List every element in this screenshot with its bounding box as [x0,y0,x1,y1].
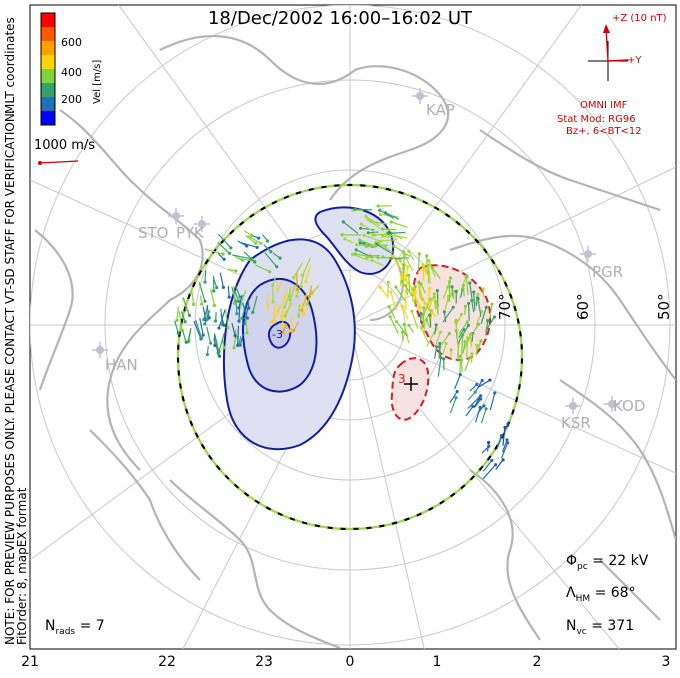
velocity-vector [483,463,497,479]
coordinates-note: MLT coordinates [3,17,17,114]
colorbar-label: Vel [m/s] [92,60,103,104]
imf-condition: Bz+, 6<BT<12 [566,126,642,137]
station-label-pyk: PYK [176,224,204,242]
imf-y-label: +Y [627,55,642,66]
contour-label-negative: -3 [272,328,283,341]
colorbar-segment [41,97,55,111]
nvc-value: = 371 [591,618,634,634]
lambda-symbol: Λ [566,585,576,601]
velocity-vector [220,273,225,289]
coastline [60,110,203,470]
velocity-vector [481,407,487,423]
nrads-subscript: rads [55,627,75,637]
colorbar-segment [41,111,55,125]
mlt-tick: 3 [646,654,680,670]
nvc-subscript: vc [576,627,586,637]
velocity-vector [379,286,389,298]
velocity-vector [228,286,231,299]
velocity-colorbar [41,13,55,125]
colorbar-segment [41,41,55,55]
page-title: 18/Dec/2002 16:00–16:02 UT [0,8,680,29]
mlt-tick: 22 [147,654,187,670]
nrads-symbol: N [45,618,55,634]
hm-boundary-latitude: ΛHM = 68° [566,585,636,604]
velocity-vector [175,321,180,335]
colorbar-segment [41,55,55,69]
velocity-vector [377,204,392,207]
contour-label-positive: 3 [398,372,406,386]
coastline [480,130,660,210]
station-label-han: HAN [105,356,138,374]
colorbar-tick: 200 [61,93,82,106]
lat-label-60: 60° [574,293,592,320]
mlt-tick: 23 [244,654,284,670]
station-marker [168,208,184,224]
velocity-vector [395,320,408,336]
velocity-vector [387,281,390,296]
station-marker [565,398,581,414]
velocity-vector [497,434,503,449]
imf-model: Stat Mod: RG96 [557,114,636,125]
lat-label-70: 70° [496,293,514,320]
velocity-vector [218,234,232,249]
velocity-vector [207,327,213,345]
station-label-kap: KAP [426,101,455,119]
colorbar-segment [41,27,55,41]
velocity-vector [490,391,496,410]
velocity-vector [200,295,203,305]
mlt-tick: 21 [10,654,50,670]
velocity-vector [410,310,418,329]
fit-order-note: FitOrder: 8, mapEX format [15,488,29,645]
velocity-vector [192,290,196,306]
velocity-vector [455,373,462,389]
lat-label-50: 50° [655,293,673,320]
colorbar-tick: 400 [61,66,82,79]
nrads-value: = 7 [80,618,105,634]
station-label-sto: STO [138,224,169,242]
velocity-vector [482,445,490,453]
station-label-ksr: KSR [561,414,591,432]
imf-dial [588,24,628,81]
vector-count: Nvc = 371 [566,618,634,637]
colorbar-segment [41,83,55,97]
velocity-vector [212,276,215,293]
imf-source: OMNI IMF [580,100,627,111]
velocity-vector [262,235,269,243]
mlt-tick: 1 [417,654,457,670]
phi-subscript: pc [577,562,588,572]
mlt-tick: 0 [330,654,370,670]
positive-cell-secondary [392,358,429,420]
velocity-vector [206,346,209,356]
colorbar-tick: 600 [61,36,82,49]
velocity-vector [214,312,217,323]
velocity-vector [175,307,178,322]
velocity-vector [450,396,457,413]
lambda-value: = 68° [595,585,636,601]
coastline [170,480,340,648]
coastline [160,36,448,200]
reference-vector-label: 1000 m/s [34,138,95,153]
reference-vector [38,161,78,165]
mlt-tick: 2 [517,654,557,670]
coastline [35,230,73,390]
cross-polar-potential: Φpc = 22 kV [566,553,648,572]
velocity-vector [496,458,505,469]
station-label-kod: KOD [613,397,645,415]
coastline [470,470,540,640]
colorbar-segment [41,69,55,83]
imf-z-label: +Z (10 nT) [612,13,667,24]
lambda-subscript: HM [576,594,591,604]
radar-count: Nrads = 7 [45,618,105,637]
velocity-vector [199,282,206,303]
velocity-vector [390,220,408,227]
velocity-vector [183,331,188,344]
nvc-symbol: N [566,618,576,634]
phi-value: = 22 kV [592,553,648,569]
velocity-vector [468,391,477,401]
station-label-pgr: PGR [592,263,623,281]
phi-symbol: Φ [566,553,577,569]
